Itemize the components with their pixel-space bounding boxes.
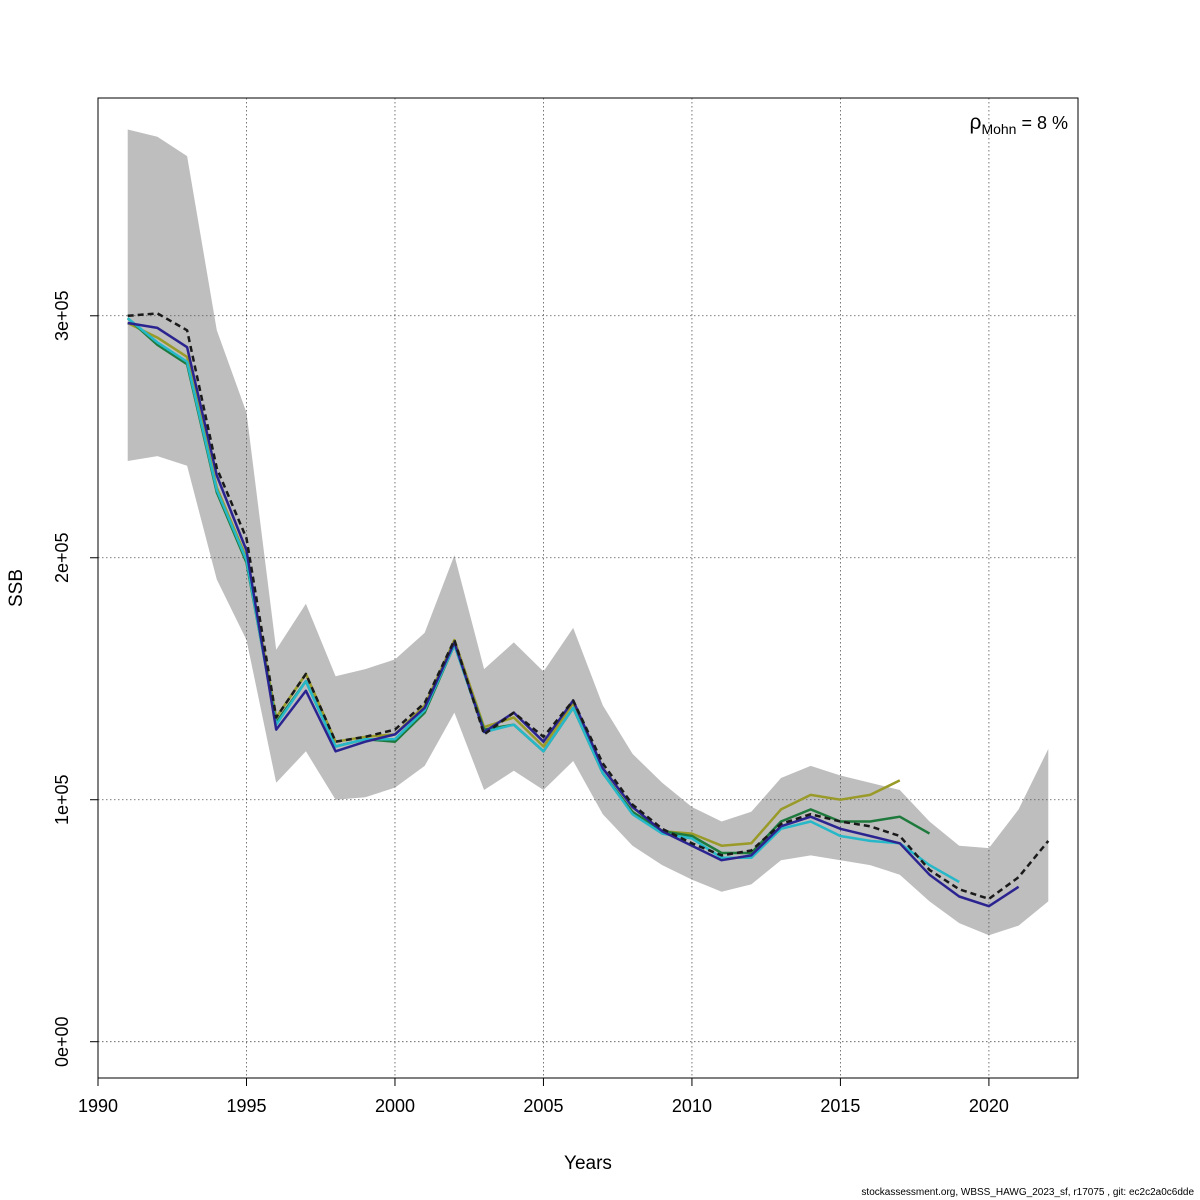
x-tick-label: 2010	[672, 1096, 712, 1116]
footer-credit: stockassessment.org, WBSS_HAWG_2023_sf, …	[861, 1187, 1194, 1198]
y-tick-label: 1e+05	[52, 774, 72, 825]
y-tick-label: 0e+00	[52, 1016, 72, 1067]
confidence-band	[127, 129, 1049, 936]
confidence-band-layer	[127, 129, 1049, 936]
axis-layer: 1990 1995 2000 2005 2010 2015 2020 0e+00 1e+05 2e…	[52, 290, 1009, 1116]
mohn-rho-value: = 8 %	[1016, 113, 1068, 133]
x-tick-label: 2005	[523, 1096, 563, 1116]
x-tick-label: 1995	[226, 1096, 266, 1116]
y-axis-title: SSB	[6, 569, 27, 607]
y-tick-label: 3e+05	[52, 290, 72, 341]
y-tick-label: 2e+05	[52, 532, 72, 583]
series-layer	[126, 312, 1050, 908]
x-axis-title: Years	[564, 1153, 612, 1174]
mohn-rho-subscript: Mohn	[981, 121, 1016, 137]
x-tick-label: 2015	[820, 1096, 860, 1116]
mohn-rho-annotation: ρMohn = 8 %	[969, 111, 1068, 137]
x-tick-label: 1990	[78, 1096, 118, 1116]
x-tick-label: 2000	[375, 1096, 415, 1116]
x-tick-label: 2020	[969, 1096, 1009, 1116]
mohn-rho-symbol: ρ	[969, 111, 981, 134]
series-line-5	[127, 312, 1050, 901]
